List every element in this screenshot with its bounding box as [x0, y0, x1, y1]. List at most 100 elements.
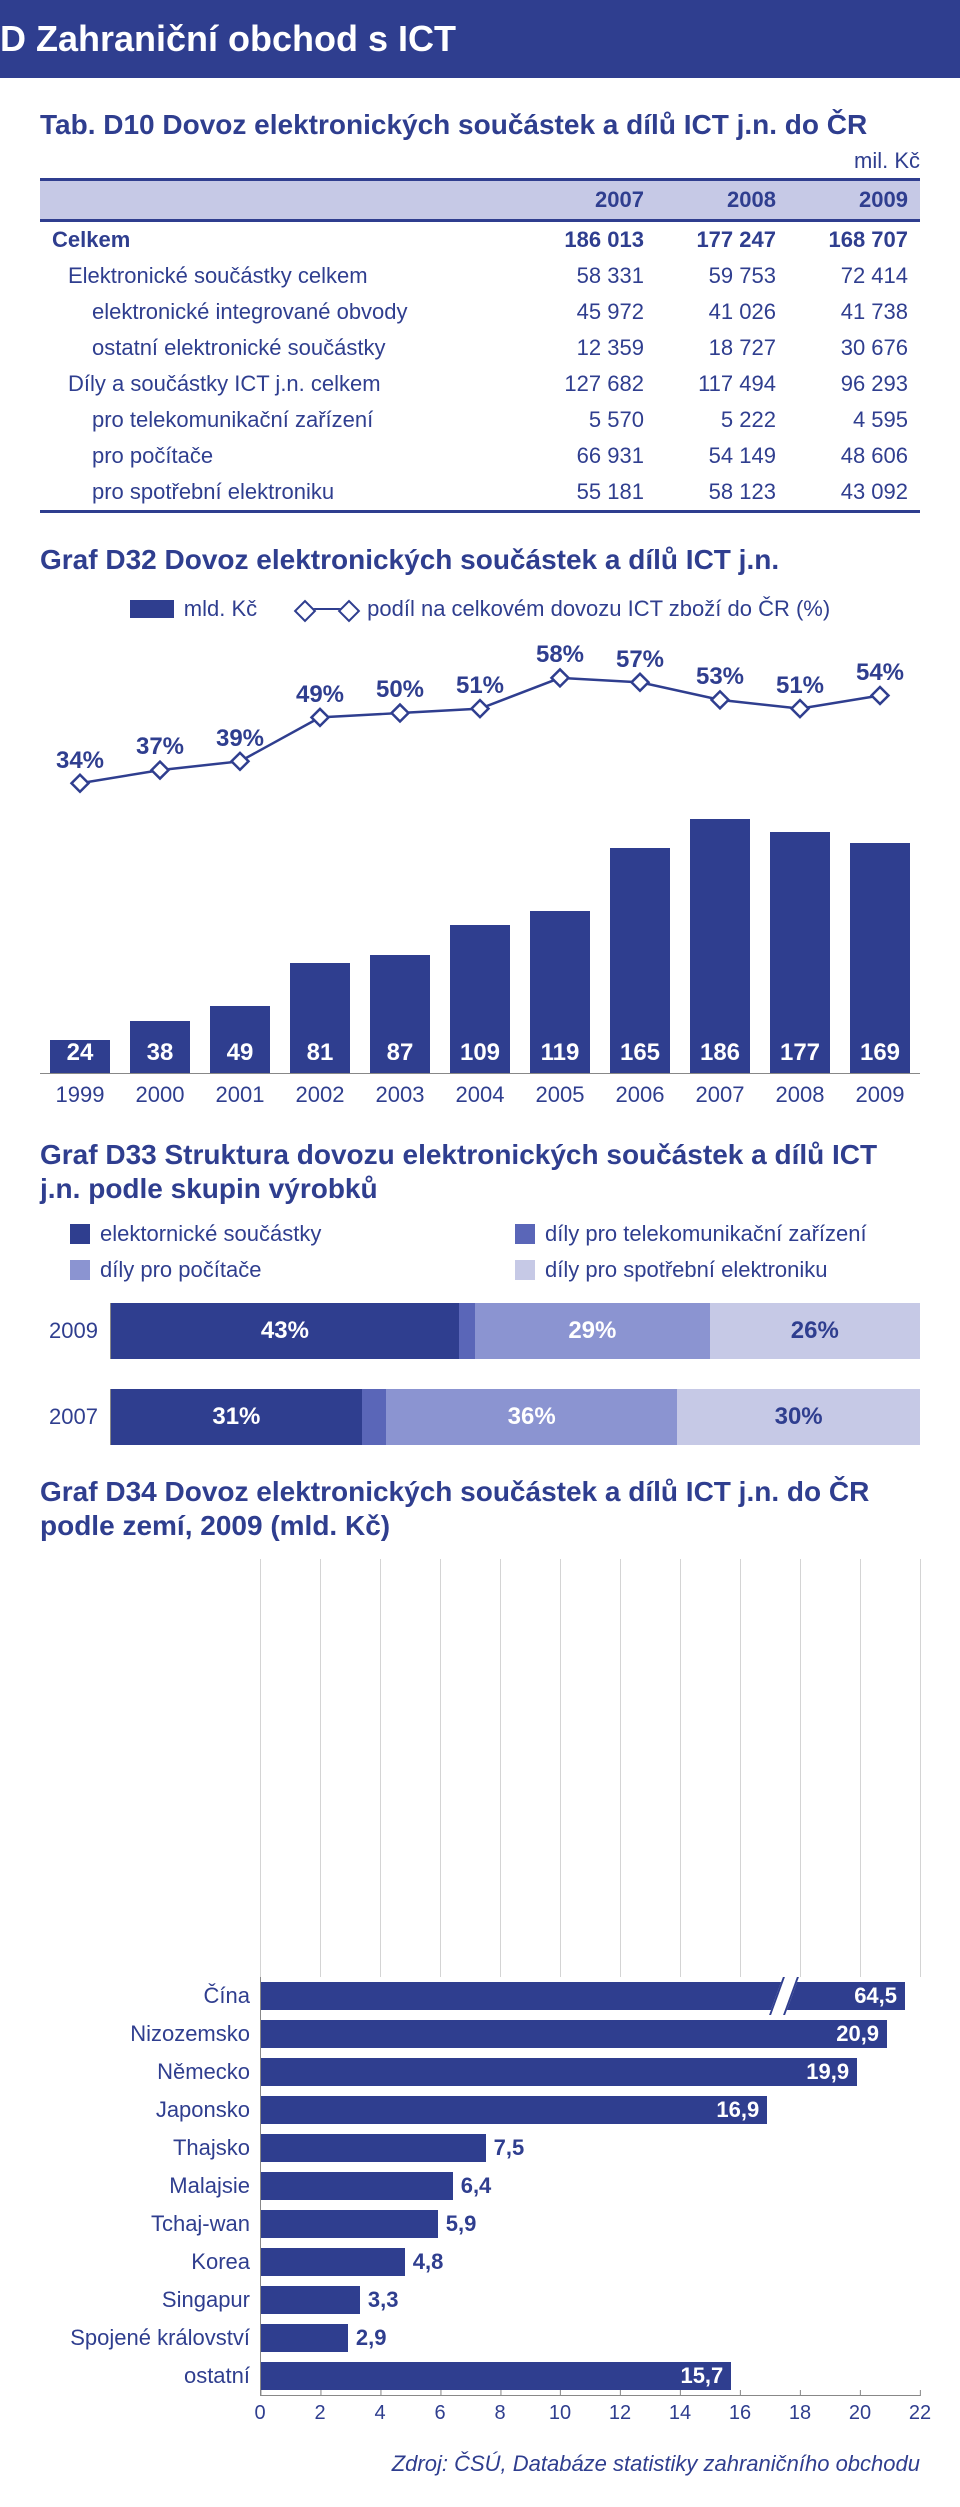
cell: 5 570	[524, 402, 656, 438]
chart33-title: Graf D33 Struktura dovozu elektronických…	[40, 1138, 920, 1205]
stacked-segment: 36%	[386, 1389, 677, 1445]
hbar-value: 19,9	[806, 2059, 849, 2085]
x-tick: 2002	[290, 1082, 350, 1108]
x-tick: 12	[609, 2396, 631, 2425]
cell: 59 753	[656, 258, 788, 294]
stacked-segment	[362, 1389, 386, 1445]
x-tick: 22	[909, 2396, 931, 2425]
x-tick: 0	[254, 2396, 265, 2425]
cell: 168 707	[788, 220, 920, 258]
cell: 58 331	[524, 258, 656, 294]
col-header	[40, 179, 524, 220]
pct-label: 51%	[456, 672, 504, 700]
chart32-title: Graf D32 Dovoz elektronických součástek …	[40, 543, 920, 577]
cell: 4 595	[788, 402, 920, 438]
hbar	[261, 2134, 486, 2162]
pct-label: 58%	[536, 641, 584, 669]
x-tick: 2009	[850, 1082, 910, 1108]
legend-label: díly pro telekomunikační zařízení	[545, 1221, 867, 1247]
hbar-value: 64,5	[854, 1983, 897, 2009]
stacked-segment: 43%	[111, 1303, 459, 1359]
pct-label: 50%	[376, 676, 424, 704]
pct-label: 51%	[776, 672, 824, 700]
col-header: 2007	[524, 179, 656, 220]
cell: 186 013	[524, 220, 656, 258]
x-tick: 2	[314, 2396, 325, 2425]
country-label: ostatní	[40, 2363, 260, 2389]
cell: 117 494	[656, 366, 788, 402]
hbar	[261, 1982, 905, 2010]
country-label: Německo	[40, 2059, 260, 2085]
hbar-value: 20,9	[836, 2021, 879, 2047]
source-text: Zdroj: ČSÚ, Databáze statistiky zahranič…	[40, 2451, 920, 2477]
hbar-row: Japonsko16,9	[40, 2091, 920, 2129]
x-tick: 2007	[690, 1082, 750, 1108]
cell: 72 414	[788, 258, 920, 294]
hbar-value: 3,3	[368, 2287, 399, 2313]
x-tick: 18	[789, 2396, 811, 2425]
cell: 41 026	[656, 294, 788, 330]
stacked-year: 2009	[40, 1318, 110, 1344]
hbar	[261, 2324, 348, 2352]
stacked-segment: 30%	[677, 1389, 920, 1445]
country-label: Singapur	[40, 2287, 260, 2313]
hbar-row: Nizozemsko 20,9	[40, 2015, 920, 2053]
legend-bar: mld. Kč	[130, 596, 257, 622]
legend-item: elektornické součástky	[70, 1221, 475, 1247]
hbar	[261, 2248, 405, 2276]
hbar	[261, 2286, 360, 2314]
row-label: pro počítače	[40, 438, 524, 474]
chart33-legend: elektornické součástky díly pro telekomun…	[70, 1221, 920, 1283]
hbar-value: 7,5	[494, 2135, 525, 2161]
cell: 12 359	[524, 330, 656, 366]
cell: 54 149	[656, 438, 788, 474]
cell: 30 676	[788, 330, 920, 366]
stacked-segment: 31%	[111, 1389, 362, 1445]
legend-label: elektornické součástky	[100, 1221, 321, 1247]
hbar	[261, 2172, 453, 2200]
pct-label: 39%	[216, 725, 264, 753]
hbar-row: ostatní15,7	[40, 2357, 920, 2395]
cell: 43 092	[788, 474, 920, 512]
page-header: D Zahraniční obchod s ICT	[0, 0, 960, 78]
row-label: Elektronické součástky celkem	[40, 258, 524, 294]
pct-label: 34%	[56, 747, 104, 775]
hbar-row: Korea4,8	[40, 2243, 920, 2281]
country-label: Nizozemsko	[40, 2021, 260, 2047]
hbar-row: Thajsko 7,5	[40, 2129, 920, 2167]
hbar-value: 5,9	[446, 2211, 477, 2237]
pct-label: 37%	[136, 733, 184, 761]
x-tick: 2005	[530, 1082, 590, 1108]
hbar-value: 2,9	[356, 2325, 387, 2351]
x-tick: 2006	[610, 1082, 670, 1108]
data-table: 200720082009 Celkem186 013177 247168 707…	[40, 178, 920, 513]
legend-line-label: podíl na celkovém dovozu ICT zboží do ČR…	[367, 596, 830, 622]
hbar	[261, 2096, 767, 2124]
x-tick: 6	[434, 2396, 445, 2425]
hbar-row: Německo 19,9	[40, 2053, 920, 2091]
hbar-row: Singapur 3,3	[40, 2281, 920, 2319]
table-title: Tab. D10 Dovoz elektronických součástek …	[40, 108, 920, 142]
legend-item: díly pro telekomunikační zařízení	[515, 1221, 920, 1247]
cell: 177 247	[656, 220, 788, 258]
cell: 66 931	[524, 438, 656, 474]
x-tick: 14	[669, 2396, 691, 2425]
hbar	[261, 2058, 857, 2086]
stacked-year: 2007	[40, 1404, 110, 1430]
x-tick: 16	[729, 2396, 751, 2425]
x-tick: 4	[374, 2396, 385, 2425]
x-tick: 20	[849, 2396, 871, 2425]
x-tick: 10	[549, 2396, 571, 2425]
stacked-segment: 26%	[710, 1303, 920, 1359]
hbar	[261, 2362, 731, 2390]
chart34: Čína64,5 Nizozemsko 20,9 Německo 19,9 Japonsk…	[40, 1559, 920, 2431]
cell: 127 682	[524, 366, 656, 402]
hbar-row: Čína64,5	[40, 1977, 920, 2015]
hbar-row: Malajsie6,4	[40, 2167, 920, 2205]
row-label: ostatní elektronické součástky	[40, 330, 524, 366]
country-label: Spojené království	[40, 2325, 260, 2351]
cell: 58 123	[656, 474, 788, 512]
x-tick: 2000	[130, 1082, 190, 1108]
hbar	[261, 2020, 887, 2048]
country-label: Thajsko	[40, 2135, 260, 2161]
